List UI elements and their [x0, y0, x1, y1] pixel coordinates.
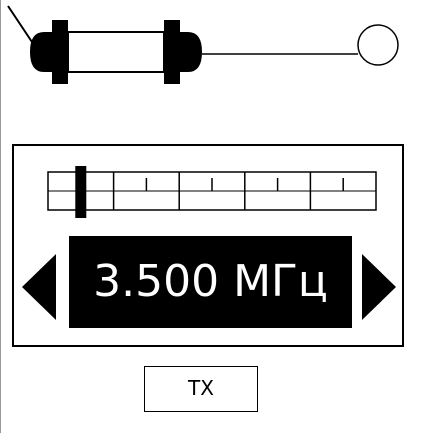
- scale-ticks: [80, 172, 344, 210]
- connector-body: [67, 31, 165, 73]
- connector-left-cap: [30, 20, 68, 84]
- frequency-slider-thumb[interactable]: [75, 166, 87, 218]
- antenna-wire: [7, 5, 37, 49]
- tuner-panel: 3.500 МГц: [12, 144, 404, 347]
- frequency-display: 3.500 МГц: [69, 236, 352, 328]
- connector-right-cap: [164, 20, 202, 84]
- frequency-scale: [47, 166, 377, 218]
- window-edge: [0, 0, 1, 433]
- terminal-circle: [357, 24, 399, 66]
- increase-frequency-button[interactable]: [360, 252, 398, 322]
- antenna-assembly: [7, 5, 399, 84]
- triangle-left-icon: [22, 254, 56, 320]
- tx-button[interactable]: TX: [144, 366, 258, 412]
- decrease-frequency-button[interactable]: [20, 252, 58, 322]
- triangle-right-icon: [362, 254, 396, 320]
